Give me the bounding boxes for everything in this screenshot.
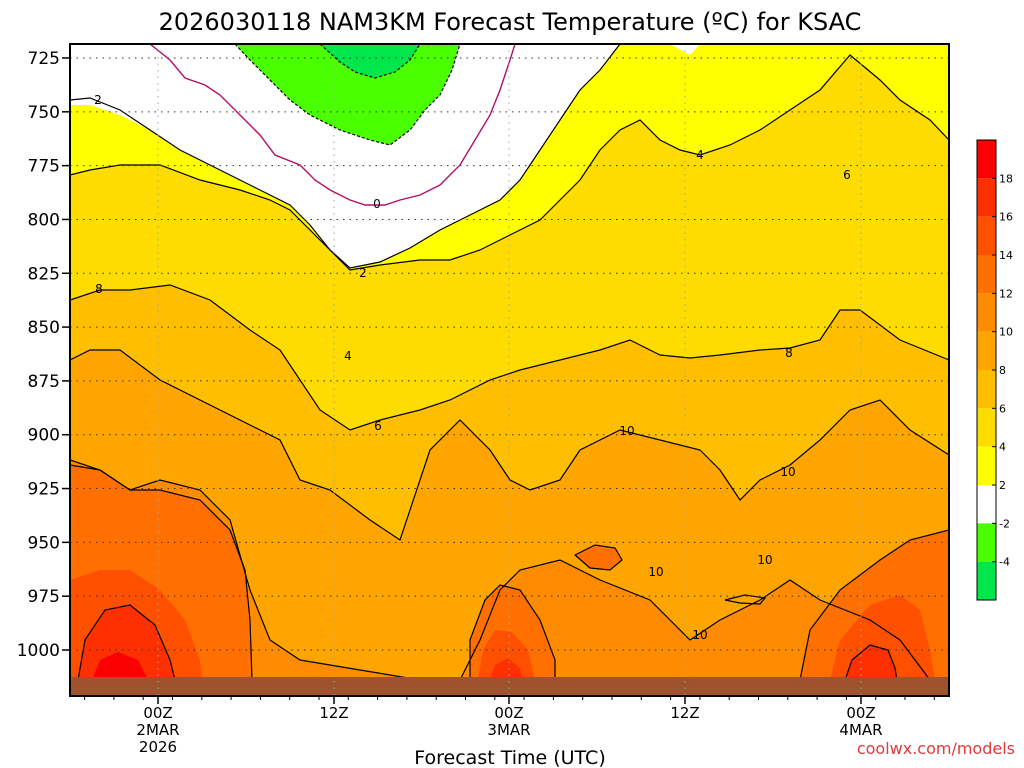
colorbar-label: 18: [999, 172, 1013, 185]
y-tick-label: 775: [28, 157, 60, 177]
contour-0: [149, 44, 516, 206]
colorbar-label: 16: [999, 211, 1013, 224]
colorbar-swatch: [977, 523, 996, 562]
band-16-18-mid: [490, 658, 522, 680]
contour-10-left: [70, 464, 253, 681]
contour-10-mid: [469, 584, 556, 680]
plot-area: [70, 44, 949, 696]
contour-label: 8: [95, 282, 103, 296]
colorbar-label: 6: [999, 402, 1006, 415]
band-12-14-blob: [575, 545, 622, 570]
contour-label: 10: [780, 465, 795, 479]
contour-labels: 2 0 2 4 6 8 10 10 10 10 10 4 6 8: [94, 93, 851, 642]
colorbar: 18 16 14 12 10 8 6 4 2 -2 -4: [976, 139, 1013, 601]
colorbar-swatch: [977, 178, 996, 217]
colorbar-swatch: [977, 408, 996, 447]
contour-4: [70, 284, 949, 431]
contour-label: 6: [843, 168, 851, 182]
y-tick-label: 975: [28, 587, 60, 607]
x-axis-label: Forecast Time (UTC): [414, 747, 605, 768]
y-axis: 725 750 775 800 825 850 875 900 925 950 975 1000: [17, 49, 70, 661]
contour-minus2: [234, 44, 461, 146]
x-tick-label: 00Z: [846, 704, 875, 722]
contour-label: 2: [94, 93, 102, 107]
y-tick-label: 1000: [17, 641, 60, 661]
y-tick-label: 850: [28, 318, 60, 338]
colorbar-swatch: [977, 293, 996, 332]
band-minus4-minus2: [235, 44, 460, 145]
x-tick-label: 2MAR: [136, 721, 179, 739]
contour-6: [70, 349, 949, 541]
band-minus6-minus4: [320, 44, 420, 78]
contour-label: 8: [785, 346, 793, 360]
band-0-2: [70, 44, 620, 268]
contour-label: 6: [374, 419, 382, 433]
colorbar-label: -2: [999, 517, 1010, 530]
contour-14-right: [844, 644, 898, 681]
colorbar-label: 12: [999, 287, 1013, 300]
contour-10-small: [724, 594, 767, 605]
x-tick-label: 12Z: [319, 704, 348, 722]
y-tick-label: 875: [28, 372, 60, 392]
x-tick-label: 00Z: [143, 704, 172, 722]
y-tick-label: 950: [28, 533, 60, 553]
colorbar-swatch: [977, 255, 996, 294]
chart-title: 2026030118 NAM3KM Forecast Temperature (…: [159, 8, 862, 36]
ground-strip: [70, 677, 949, 696]
colorbar-swatch: [977, 485, 996, 524]
colorbar-swatch: [977, 331, 996, 370]
band-14-16-mid: [478, 630, 535, 680]
y-tick-label: 750: [28, 103, 60, 123]
colorbar-swatch: [977, 370, 996, 409]
colorbar-swatch: [977, 446, 996, 485]
contour-8: [70, 459, 931, 681]
y-tick-label: 725: [28, 49, 60, 69]
contour-minus4: [319, 44, 421, 79]
contour-10-right: [799, 529, 949, 681]
colorbar-label: 2: [999, 479, 1006, 492]
contour-2-upper: [70, 44, 621, 269]
colorbar-label: 10: [999, 326, 1013, 339]
band-0-2-notch: [670, 44, 700, 55]
contour-label: 2: [359, 266, 367, 280]
x-tick-label: 2026: [139, 738, 177, 756]
band-18-20-left: [92, 652, 148, 680]
contour-label: 10: [757, 553, 772, 567]
band-16-18-right: [845, 645, 897, 680]
x-tick-label: 00Z: [494, 704, 523, 722]
x-tick-label: 4MAR: [839, 721, 882, 739]
colorbar-label: -4: [999, 556, 1010, 569]
contour-label: 10: [692, 628, 707, 642]
colorbar-label: 14: [999, 249, 1013, 262]
contour-label: 10: [619, 424, 634, 438]
contour-2-lower: [70, 54, 949, 271]
colorbar-swatch: [977, 561, 996, 600]
contour-label: 4: [344, 349, 352, 363]
colorbar-swatch: [977, 140, 996, 179]
x-tick-label: 3MAR: [487, 721, 530, 739]
colorbar-label: 8: [999, 364, 1006, 377]
contour-label: 10: [648, 565, 663, 579]
y-tick-label: 800: [28, 210, 60, 230]
contour-label: 0: [373, 197, 381, 211]
vertical-gridlines: [157, 44, 862, 696]
colorbar-label: 4: [999, 441, 1006, 454]
y-tick-label: 900: [28, 426, 60, 446]
contour-14-left: [77, 604, 176, 681]
y-tick-label: 825: [28, 264, 60, 284]
x-tick-label: 12Z: [670, 704, 699, 722]
contour-10-blob: [573, 544, 623, 571]
credit-text: coolwx.com/models: [857, 739, 1015, 758]
contour-label: 4: [696, 148, 704, 162]
y-tick-label: 925: [28, 480, 60, 500]
colorbar-swatch: [977, 216, 996, 255]
